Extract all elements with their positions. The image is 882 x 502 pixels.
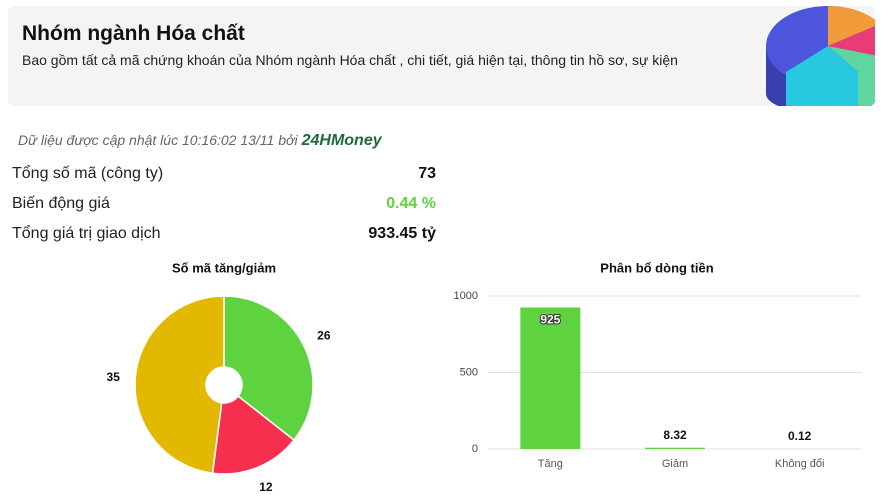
bar — [645, 447, 705, 449]
page-description: Bao gồm tất cả mã chứng khoán của Nhóm n… — [22, 52, 678, 68]
header: Nhóm ngành Hóa chất Bao gồm tất cả mã ch… — [8, 6, 875, 106]
update-info: Dữ liệu được cập nhật lúc 10:16:02 13/11… — [18, 132, 382, 150]
data-label: 26 — [317, 329, 331, 343]
y-tick-label: 0 — [472, 443, 478, 455]
data-label: 8.32 — [663, 428, 687, 442]
data-label: 0.12 — [788, 429, 812, 443]
stat-row: Tổng số mã (công ty) 73 — [12, 165, 436, 183]
page-title: Nhóm ngành Hóa chất — [22, 22, 245, 45]
data-label: 925 — [540, 313, 560, 327]
stat-value: 0.44 % — [386, 195, 436, 212]
chart-title: Số mã tăng/giảm — [172, 260, 276, 275]
update-text: Dữ liệu được cập nhật lúc 10:16:02 13/11… — [18, 132, 298, 148]
y-tick-label: 1000 — [454, 290, 478, 302]
stat-row: Biến động giá 0.44 % — [12, 195, 436, 213]
brand: 24HMoney — [301, 132, 382, 149]
stat-row: Tổng giá trị giao dịch 933.45 tỷ — [12, 225, 436, 243]
stat-value: 73 — [418, 165, 436, 182]
stat-label: Biến động giá — [12, 195, 110, 212]
x-tick-label: Không đổi — [775, 458, 825, 470]
stat-value: 933.45 tỷ — [368, 225, 436, 242]
x-tick-label: Tăng — [538, 458, 563, 470]
header-icon — [766, 6, 875, 106]
pie-slice — [134, 295, 225, 475]
stat-label: Tổng số mã (công ty) — [12, 165, 164, 182]
pie-slice — [211, 395, 295, 475]
chart-title: Phân bổ dòng tiền — [600, 260, 713, 275]
data-label: 12 — [259, 480, 273, 494]
y-tick-label: 500 — [460, 366, 478, 378]
x-tick-label: Giảm — [662, 458, 688, 470]
pie-slice — [223, 295, 314, 442]
data-label: 35 — [107, 370, 121, 384]
stat-label: Tổng giá trị giao dịch — [12, 225, 161, 242]
bar — [520, 307, 581, 449]
